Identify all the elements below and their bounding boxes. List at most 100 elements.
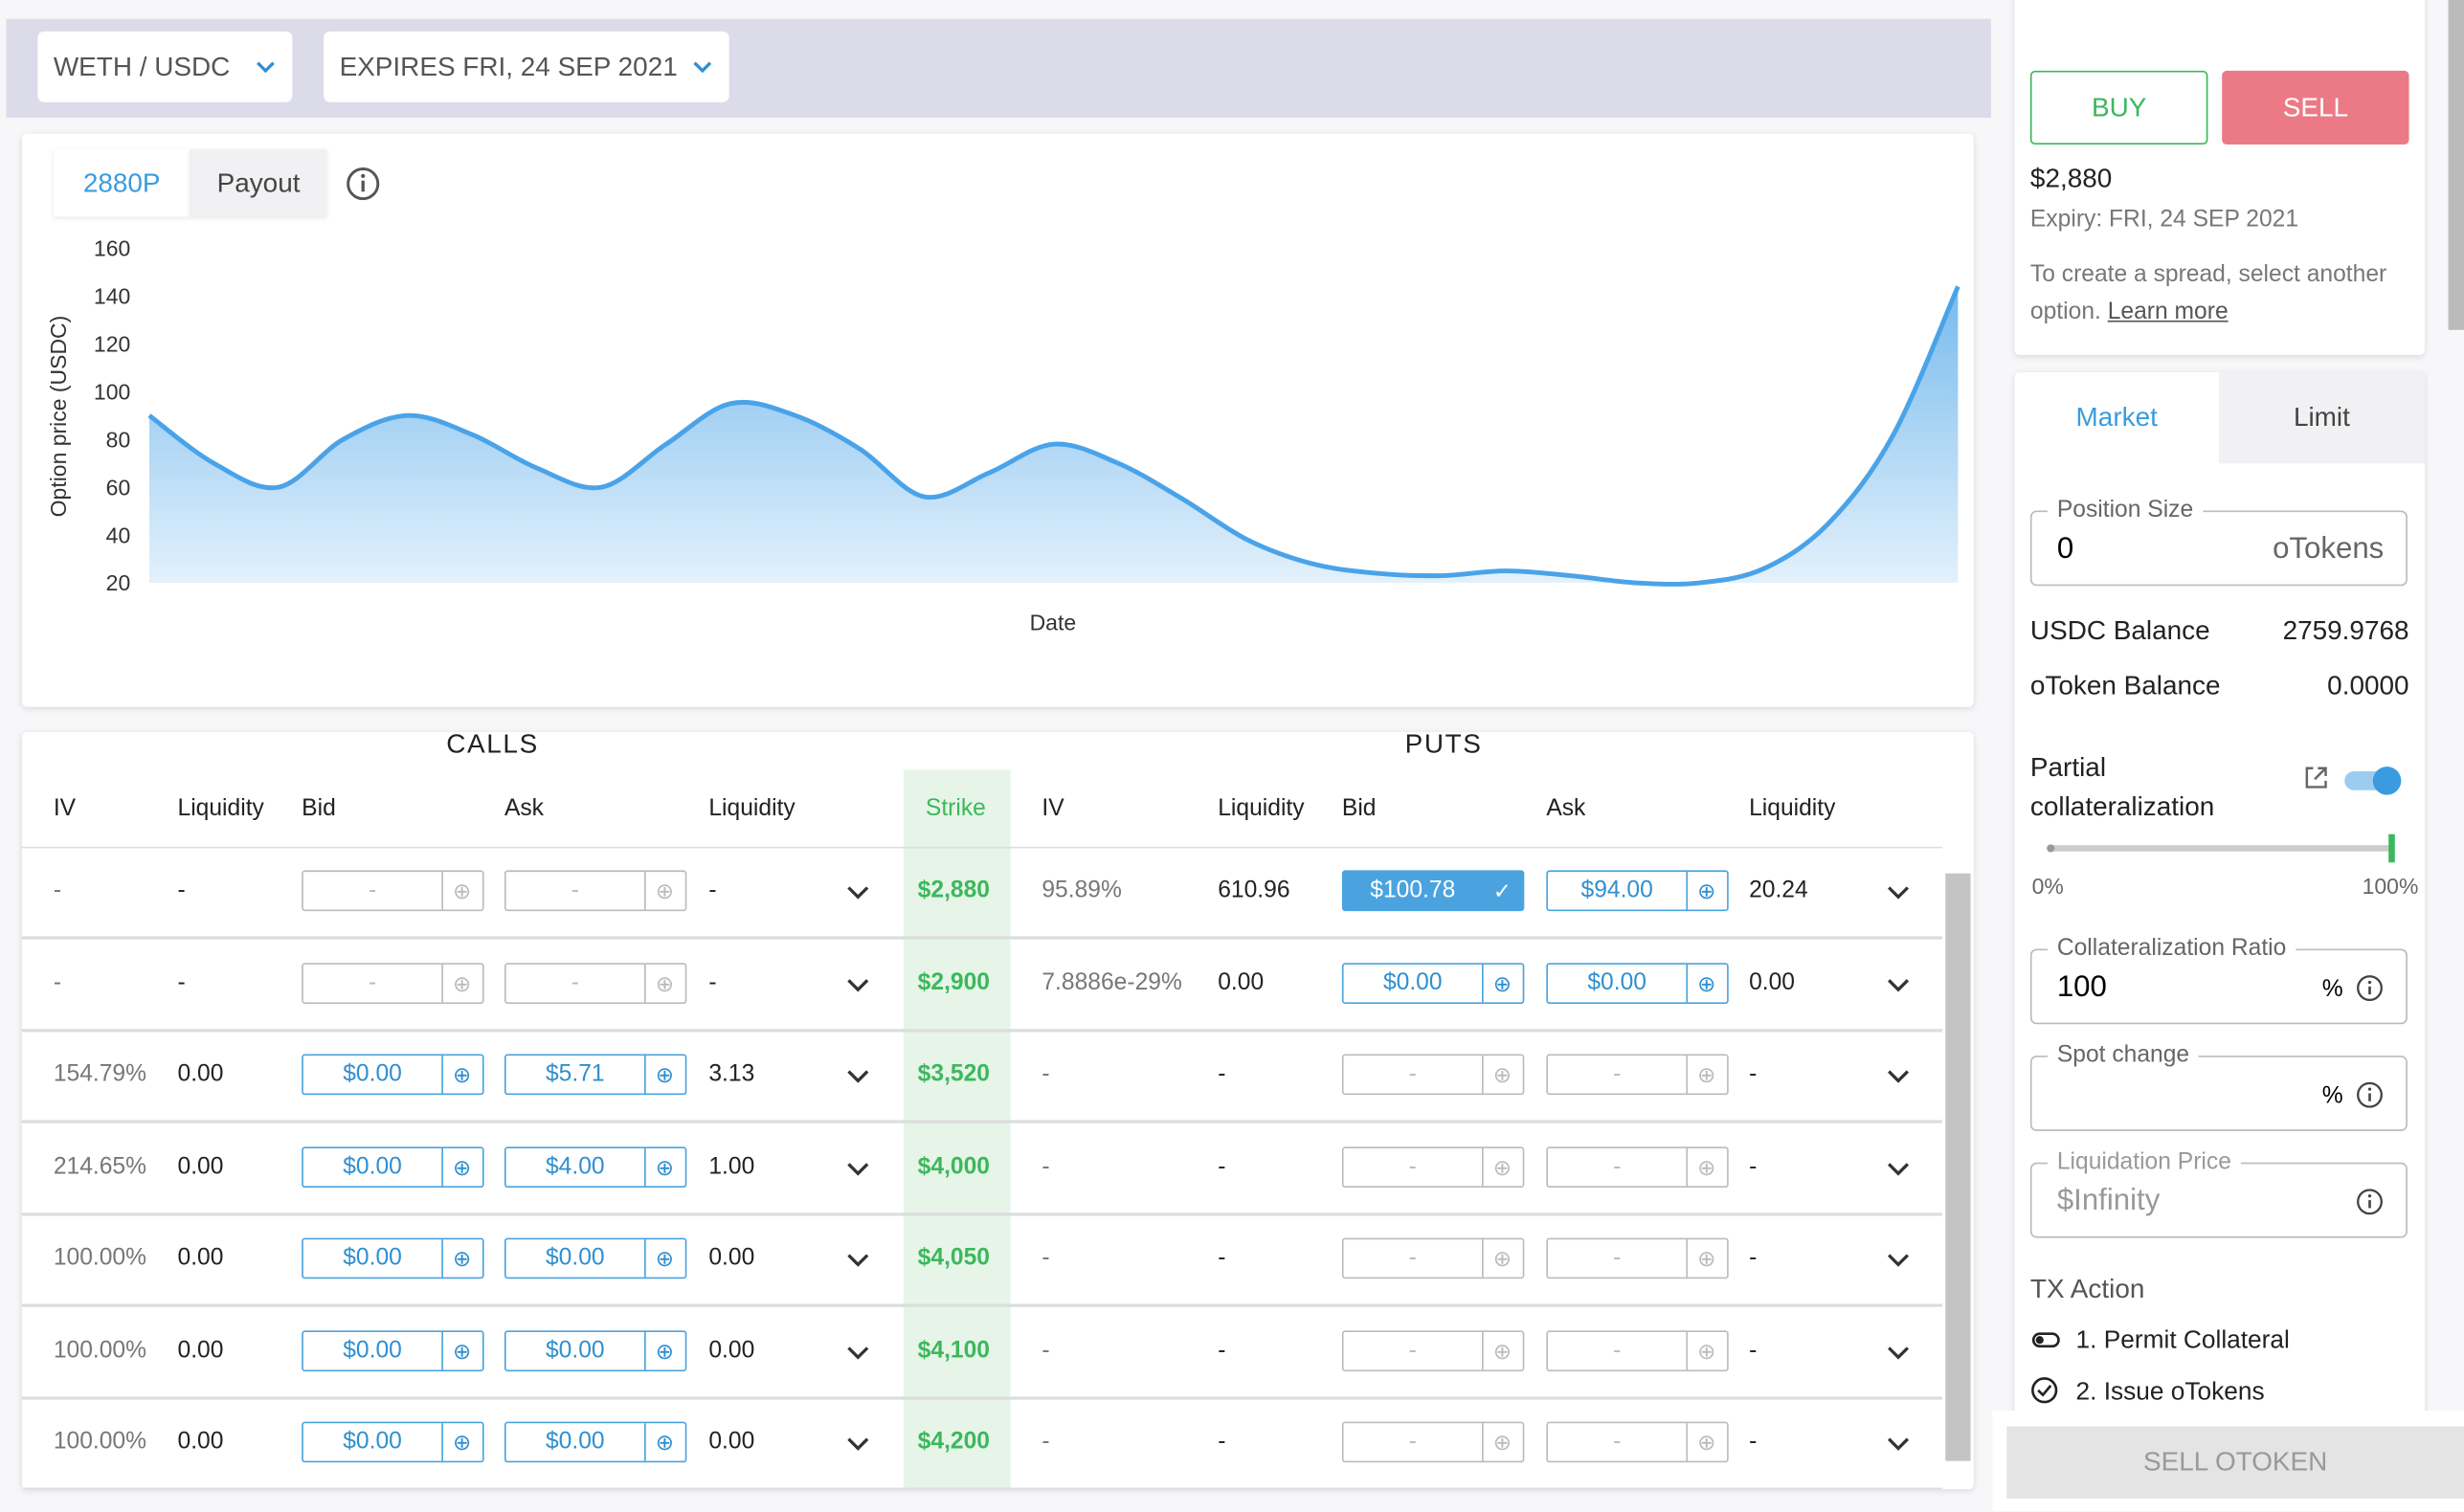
add-button: ⊕ — [1697, 1337, 1716, 1364]
price-input[interactable]: - ⊕ — [1546, 1145, 1729, 1188]
chart-tab[interactable]: Payout — [190, 148, 327, 217]
cell: - — [177, 968, 186, 995]
spread-text: To create a spread, select another optio… — [2029, 260, 2387, 325]
limit-tab[interactable]: Limit — [2218, 372, 2425, 464]
cell: - — [53, 968, 62, 995]
buy-button[interactable]: BUY — [2029, 70, 2208, 145]
chevron — [257, 61, 275, 74]
expand-chevron[interactable] — [845, 1160, 870, 1175]
strike: $4,050 — [917, 1244, 991, 1272]
expand-chevron[interactable] — [845, 884, 870, 900]
price-input[interactable]: - ⊕ — [504, 962, 687, 1004]
price-input[interactable]: $0.00 ⊕ — [504, 1329, 687, 1371]
chevron — [1888, 1437, 1910, 1451]
cell: - — [1749, 1428, 1758, 1456]
strike: $2,880 — [917, 877, 991, 903]
chart-card: 20 40 60 80 100 120 140 160 Option price (USDC) D… — [21, 133, 1974, 707]
order-form — [2014, 372, 2425, 1441]
field-value: 100 — [2056, 970, 2107, 1004]
price-input[interactable]: $0.00 ⊕ — [1546, 962, 1729, 1004]
expand-chevron[interactable] — [845, 1252, 870, 1267]
cell: - — [1218, 1336, 1226, 1364]
price-input[interactable]: $5.71 ⊕ — [504, 1054, 687, 1096]
slider-min: 0% — [2031, 873, 2064, 899]
y-tick-label: 160 — [94, 236, 130, 261]
external-link-icon[interactable] — [2302, 764, 2331, 792]
price-input[interactable]: - ⊕ — [1341, 1421, 1525, 1463]
price-input[interactable]: $0.00 ⊕ — [504, 1237, 687, 1279]
price-input[interactable]: $0.00 ⊕ — [302, 1145, 484, 1188]
strike: $4,000 — [917, 1152, 991, 1180]
price-input[interactable]: - ⊕ — [504, 870, 687, 912]
price-input[interactable]: - ⊕ — [1546, 1237, 1729, 1279]
pair-dropdown[interactable]: WETH / USDC — [37, 31, 293, 102]
field-label: Spot change — [2047, 1041, 2199, 1069]
add-button: ⊕ — [1697, 969, 1716, 995]
info-icon[interactable] — [345, 165, 382, 202]
expand-chevron[interactable] — [845, 1435, 870, 1451]
price-input[interactable]: - ⊕ — [1341, 1329, 1525, 1371]
cell: 100.00% — [53, 1428, 147, 1456]
learn-more-link[interactable]: Learn more — [2107, 298, 2229, 325]
price-input[interactable]: $100.78 ✓ — [1341, 870, 1525, 912]
price-input[interactable]: $0.00 ⊕ — [302, 1329, 484, 1371]
expand-chevron[interactable] — [1886, 1068, 1911, 1083]
price-input[interactable]: $0.00 ⊕ — [504, 1421, 687, 1463]
chevron — [693, 61, 712, 74]
field-label: Position Size — [2047, 496, 2204, 523]
market-tab[interactable]: Market — [2075, 402, 2158, 433]
price-input[interactable]: - ⊕ — [1341, 1237, 1525, 1279]
spot-change-field[interactable]: Spot change% — [2029, 1041, 2408, 1131]
price-input[interactable]: $0.00 ⊕ — [1341, 962, 1525, 1004]
cell: - — [1042, 1060, 1050, 1087]
cell: - — [1042, 1152, 1050, 1180]
add-button: ⊕ — [452, 1245, 472, 1272]
sell-otoken-button[interactable]: SELL OTOKEN — [2006, 1426, 2464, 1500]
price-input[interactable]: $0.00 ⊕ — [302, 1237, 484, 1279]
expand-chevron[interactable] — [1886, 976, 1911, 991]
expand-chevron[interactable] — [1886, 1252, 1911, 1267]
cell: 0.00 — [177, 1060, 224, 1087]
price-input[interactable]: - ⊕ — [302, 962, 484, 1004]
position-size-field[interactable]: Position Size 0 oTokens — [2029, 496, 2408, 587]
expiry-dropdown[interactable]: EXPIRES FRI, 24 SEP 2021 — [324, 31, 729, 102]
expand-chevron[interactable] — [1886, 1160, 1911, 1175]
price-input[interactable]: $4.00 ⊕ — [504, 1145, 687, 1188]
price-input[interactable]: $94.00 ⊕ — [1546, 870, 1729, 912]
collateral-ratio-field[interactable]: Collateralization Ratio 100% — [2029, 934, 2408, 1025]
expand-chevron[interactable] — [1886, 1344, 1911, 1359]
chevron — [1888, 1162, 1910, 1175]
price-input[interactable]: - ⊕ — [1546, 1329, 1729, 1371]
field-unit: % — [2321, 1082, 2343, 1109]
price-input[interactable]: - ⊕ — [1546, 1054, 1729, 1096]
cell: - — [1042, 1428, 1050, 1456]
expand-chevron[interactable] — [1886, 1435, 1911, 1451]
slider[interactable] — [2043, 833, 2405, 864]
expand-chevron[interactable] — [845, 976, 870, 991]
price-input[interactable]: - ⊕ — [1546, 1421, 1729, 1463]
add-button: ⊕ — [655, 1337, 675, 1364]
chart-tab[interactable]: 2880P — [53, 148, 190, 217]
info-icon[interactable] — [2356, 1188, 2385, 1216]
expand-chevron[interactable] — [1886, 884, 1911, 900]
cell: 0.00 — [177, 1336, 224, 1364]
strike: $3,520 — [917, 1060, 991, 1087]
price-input[interactable]: - ⊕ — [302, 870, 484, 912]
price-input[interactable]: - ⊕ — [1341, 1054, 1525, 1096]
price-input[interactable]: - ⊕ — [1341, 1145, 1525, 1188]
price: - — [303, 872, 443, 910]
cell: 0.00 — [177, 1244, 224, 1272]
sell-button[interactable]: SELL — [2222, 70, 2409, 145]
expand-chevron[interactable] — [845, 1068, 870, 1083]
price: $0.00 — [506, 1331, 646, 1369]
cell: - — [1218, 1060, 1226, 1087]
info-icon[interactable] — [2356, 974, 2385, 1003]
info-icon[interactable] — [2356, 1080, 2385, 1109]
expand-chevron[interactable] — [845, 1344, 870, 1359]
price-input[interactable]: $0.00 ⊕ — [302, 1421, 484, 1463]
toggle[interactable] — [2341, 764, 2408, 798]
column-header: Liquidity — [1218, 794, 1305, 822]
cell: - — [1749, 1244, 1758, 1272]
price-input[interactable]: $0.00 ⊕ — [302, 1054, 484, 1096]
